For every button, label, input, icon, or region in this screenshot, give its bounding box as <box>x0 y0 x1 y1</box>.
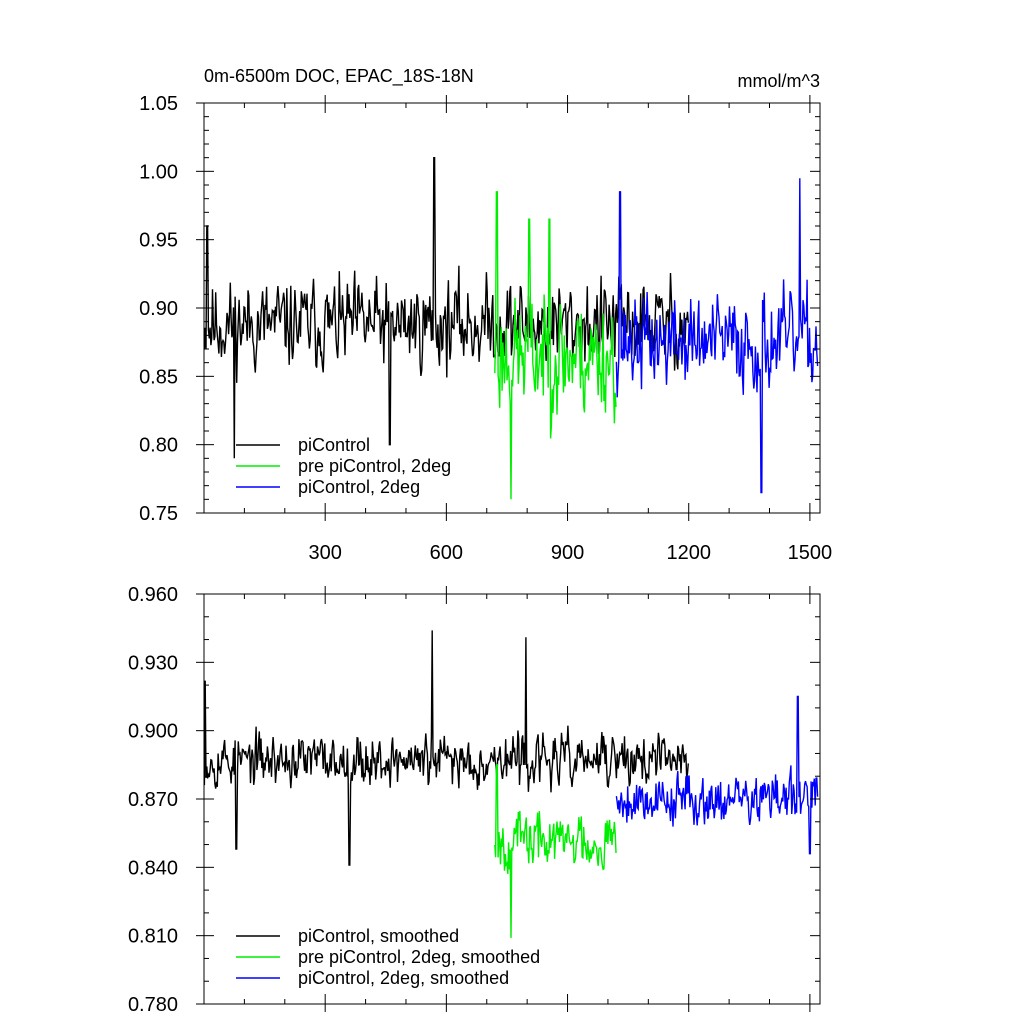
series-line-1 <box>203 630 689 866</box>
x-tick-label: 600 <box>430 542 463 564</box>
top-panel-title: 0m-6500m DOC, EPAC_18S-18N <box>204 66 474 87</box>
y-tick-label: 1.05 <box>139 93 178 115</box>
x-tick-label: 1500 <box>788 542 833 564</box>
legend-label: piControl, 2deg, smoothed <box>298 968 509 988</box>
y-tick-label: 0.780 <box>128 994 178 1016</box>
y-tick-label: 0.90 <box>139 298 178 320</box>
y-tick-label: 0.930 <box>128 652 178 674</box>
legend-label: piControl, smoothed <box>298 926 459 946</box>
series-line-3 <box>615 178 819 494</box>
series-line-3 <box>615 695 819 855</box>
legend-label: pre piControl, 2deg, smoothed <box>298 947 540 967</box>
y-tick-label: 0.85 <box>139 366 178 388</box>
y-tick-label: 0.960 <box>128 584 178 606</box>
legend-label: piControl <box>298 435 370 455</box>
top-panel-units: mmol/m^3 <box>738 71 820 91</box>
y-tick-label: 0.900 <box>128 721 178 743</box>
legend-label: pre piControl, 2deg <box>298 456 451 476</box>
x-tick-label: 900 <box>551 542 584 564</box>
y-tick-label: 0.75 <box>139 503 178 525</box>
y-tick-label: 0.80 <box>139 435 178 457</box>
top-panel: 0m-6500m DOC, EPAC_18S-18N mmol/m^3 300 6… <box>139 66 832 564</box>
y-tick-label: 0.95 <box>139 230 178 252</box>
series-line-2 <box>494 764 617 938</box>
series-line-1 <box>203 156 689 459</box>
y-tick-label: 0.810 <box>128 926 178 948</box>
series-line-2 <box>494 191 617 500</box>
legend-label: piControl, 2deg <box>298 477 420 497</box>
y-tick-label: 0.870 <box>128 789 178 811</box>
x-tick-label: 1200 <box>666 542 711 564</box>
x-tick-label: 300 <box>308 542 341 564</box>
y-tick-label: 1.00 <box>139 161 178 183</box>
y-tick-label: 0.840 <box>128 857 178 879</box>
bottom-panel: 0.780 0.810 0.840 0.870 0.900 0.930 0.960 piCo… <box>128 584 821 1016</box>
